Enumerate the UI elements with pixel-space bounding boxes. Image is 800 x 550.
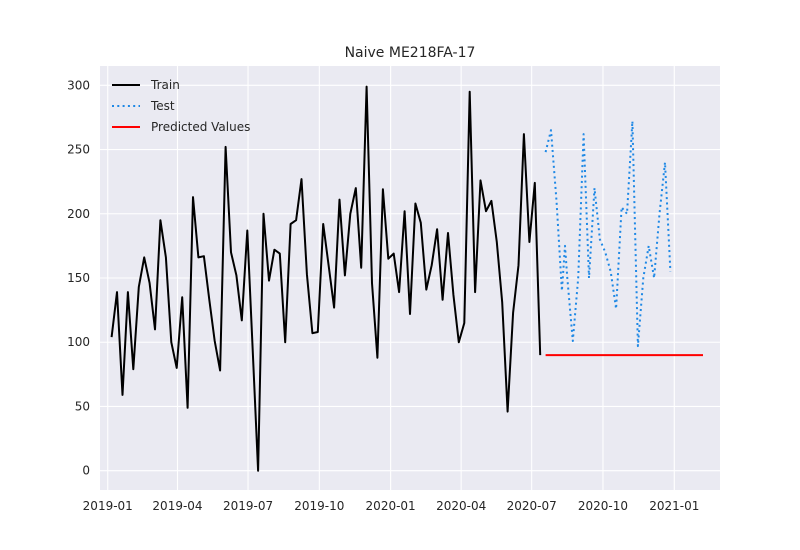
series-line-train: [110, 85, 542, 472]
x-tick-label: 2020-01: [366, 499, 416, 513]
series-line-test: [544, 120, 672, 348]
grid: [100, 66, 720, 490]
x-tick-label: 2019-07: [223, 499, 273, 513]
y-tick-label: 250: [67, 143, 90, 157]
tick-labels: 0 50 100 150 200 250 300 2019-01 2019-04 2019-07 2…: [67, 78, 699, 513]
x-tick-label: 2020-07: [507, 499, 557, 513]
x-tick-label: 2019-04: [152, 499, 202, 513]
y-tick-label: 150: [67, 271, 90, 285]
x-tick-label: 2020-10: [578, 499, 628, 513]
legend-label: Train: [150, 78, 180, 92]
x-tick-label: 2020-04: [436, 499, 486, 513]
legend: Train Test Predicted Values: [112, 78, 250, 134]
y-tick-label: 100: [67, 335, 90, 349]
x-tick-label: 2019-10: [294, 499, 344, 513]
y-tick-label: 200: [67, 207, 90, 221]
chart-title: Naive ME218FA-17: [345, 45, 476, 61]
x-tick-label: 2021-01: [649, 499, 699, 513]
y-tick-label: 300: [67, 78, 90, 92]
legend-label: Predicted Values: [151, 120, 250, 134]
x-tick-label: 2019-01: [83, 499, 133, 513]
y-tick-label: 50: [75, 399, 90, 413]
series-layer: [110, 85, 703, 472]
y-tick-label: 0: [82, 464, 90, 478]
legend-label: Test: [150, 99, 175, 113]
